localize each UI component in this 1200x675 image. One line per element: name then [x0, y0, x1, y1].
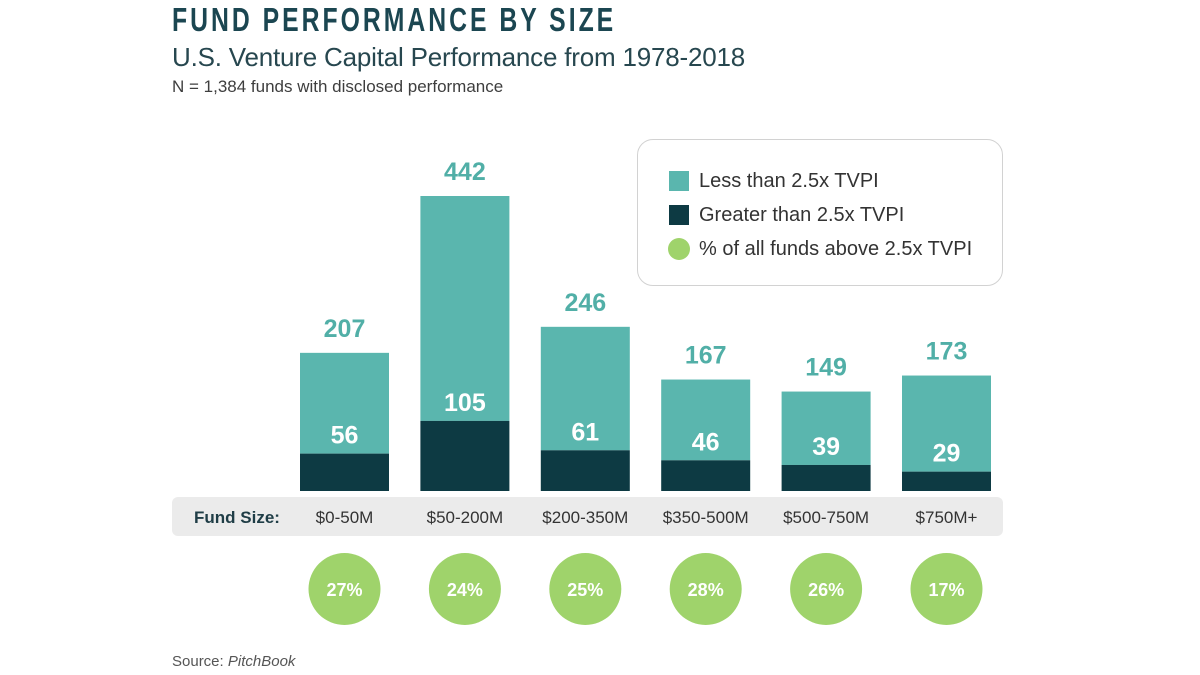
percent-unit: % [587, 580, 603, 600]
x-axis-label: Fund Size: [194, 508, 280, 527]
category-label-500-750m: $500-750M [783, 508, 869, 527]
percent-value: 28 [688, 580, 708, 600]
percent-value: 24 [447, 580, 467, 600]
source-name: PitchBook [227, 653, 296, 670]
total-label-200-350m: 246 [564, 289, 606, 317]
total-label-350-500m: 167 [685, 342, 727, 370]
category-label-200-350m: $200-350M [542, 508, 628, 527]
percent-value: 27 [326, 580, 346, 600]
percent-label-350-500m: 28% [688, 580, 724, 600]
category-label-50-200m: $50-200M [427, 508, 504, 527]
bar-greater-50-200m [420, 420, 510, 491]
legend-item-percent: % of all funds above 2.5x TVPI [668, 238, 973, 260]
bar-greater-500-750m [781, 464, 871, 491]
source-label: Source: [172, 653, 224, 670]
bar-less-500-750m [781, 391, 871, 465]
legend-label-less: Less than 2.5x TVPI [699, 170, 879, 192]
total-label-50-200m: 442 [444, 158, 486, 186]
category-labels: $0-50M $50-200M $200-350M $350-500M $500-750… [316, 508, 978, 527]
bar-greater-0-50m [300, 453, 389, 491]
greater-count-label-0-50m: 56 [331, 422, 359, 450]
percent-value: 25 [567, 580, 587, 600]
bar-less-200-350m [540, 326, 630, 451]
chart-subtitle: U.S. Venture Capital Performance from 19… [172, 42, 746, 72]
category-label-750m-plus: $750M+ [916, 508, 978, 527]
bar-less-350-500m [661, 379, 751, 461]
percent-label-500-750m: 26% [808, 580, 844, 600]
legend-swatch-greater [669, 205, 689, 225]
percent-circles: 27% 24% 25% 28% 26% 17% [308, 553, 983, 625]
legend-label-greater: Greater than 2.5x TVPI [699, 204, 905, 226]
bar-less-750m-plus [902, 375, 991, 472]
percent-unit: % [828, 580, 844, 600]
percent-circle-350-500m [669, 553, 742, 625]
percent-value: 17 [928, 580, 948, 600]
percent-circle-500-750m [790, 553, 863, 625]
legend-swatch-percent [668, 238, 690, 260]
fund-size-band [172, 497, 1003, 536]
bar-greater-750m-plus [902, 471, 991, 491]
percent-unit: % [467, 580, 483, 600]
category-label-350-500m: $350-500M [663, 508, 749, 527]
percent-unit: % [708, 580, 724, 600]
legend-item-greater: Greater than 2.5x TVPI [669, 204, 904, 226]
greater-count-label-750m-plus: 29 [933, 440, 961, 468]
percent-label-750m-plus: 17% [928, 580, 964, 600]
greater-count-label-200-350m: 61 [571, 418, 599, 446]
bar-less-50-200m [420, 196, 510, 421]
greater-count-label-50-200m: 105 [444, 389, 486, 417]
legend-label-percent: % of all funds above 2.5x TVPI [699, 238, 973, 260]
total-label-750m-plus: 173 [926, 338, 968, 366]
percent-unit: % [347, 580, 363, 600]
legend-item-less: Less than 2.5x TVPI [669, 170, 879, 192]
percent-circle-0-50m [308, 553, 381, 625]
percent-circle-200-350m [549, 553, 622, 625]
bar-less-0-50m [300, 352, 389, 454]
percent-value: 26 [808, 580, 828, 600]
total-label-0-50m: 207 [324, 315, 366, 343]
chart-title: FUND PERFORMANCE BY SIZE [172, 1, 617, 38]
legend: Less than 2.5x TVPI Greater than 2.5x TV… [637, 139, 1003, 286]
percent-label-0-50m: 27% [326, 580, 362, 600]
bars-layer: 207 56 442 105 246 61 167 46 149 39 173 29 [300, 158, 991, 491]
percent-circle-50-200m [428, 553, 501, 625]
greater-count-label-350-500m: 46 [692, 428, 720, 456]
legend-swatch-less [669, 171, 689, 191]
percent-label-50-200m: 24% [447, 580, 483, 600]
greater-count-label-500-750m: 39 [812, 433, 840, 461]
percent-unit: % [949, 580, 965, 600]
percent-label-200-350m: 25% [567, 580, 603, 600]
sample-size-note: N = 1,384 funds with disclosed performan… [172, 77, 504, 96]
bar-greater-200-350m [540, 450, 630, 491]
total-label-500-750m: 149 [805, 354, 847, 382]
bar-greater-350-500m [661, 460, 751, 491]
percent-circle-750m-plus [910, 553, 983, 625]
category-label-0-50m: $0-50M [316, 508, 374, 527]
source-note: Source: PitchBook [172, 654, 295, 669]
